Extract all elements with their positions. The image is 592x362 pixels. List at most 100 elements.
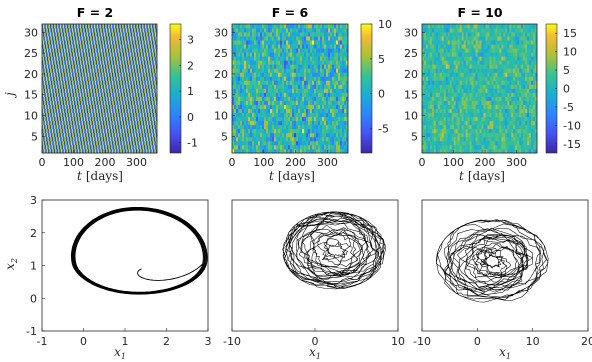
heatmap-cell <box>147 64 149 69</box>
heatmap-cell <box>121 48 123 53</box>
heatmap-cell <box>252 128 255 134</box>
heatmap-cell <box>296 76 299 81</box>
heatmap-cell <box>66 52 68 57</box>
heatmap-cell <box>88 84 90 89</box>
heatmap-cell <box>258 140 261 146</box>
heatmap-cell <box>141 80 143 85</box>
heatmap-cell <box>86 56 88 61</box>
heatmap-cell <box>126 96 128 101</box>
heatmap-cell <box>316 80 319 85</box>
heatmap-cell <box>248 148 251 154</box>
heatmap-cell <box>300 120 303 126</box>
heatmap-cell <box>274 120 277 126</box>
heatmap-cell <box>149 116 151 122</box>
heatmap-cell <box>65 120 67 126</box>
heatmap-cell <box>82 120 84 126</box>
heatmap-cell <box>139 100 141 105</box>
heatmap-cell <box>65 144 67 150</box>
heatmap-cell <box>64 64 66 69</box>
heatmap-cell <box>91 28 93 33</box>
heatmap-cell <box>98 64 100 69</box>
heatmap-cell <box>134 136 136 142</box>
heatmap-cell <box>100 48 102 53</box>
heatmap-cell <box>63 104 65 110</box>
heatmap-cell <box>248 104 251 110</box>
heatmap-cell <box>300 116 303 122</box>
heatmap-cell <box>96 112 98 118</box>
heatmap-cell <box>92 40 94 45</box>
heatmap-cell <box>262 72 265 77</box>
heatmap-cell <box>146 136 148 142</box>
heatmap-cell <box>128 140 130 146</box>
heatmap-cell <box>148 72 150 77</box>
heatmap-cell <box>155 120 157 126</box>
heatmap-cell <box>113 136 115 142</box>
heatmap-cell <box>88 76 90 81</box>
heatmap-cell <box>103 124 105 130</box>
heatmap-cell <box>147 92 149 97</box>
heatmap-cell <box>123 40 125 45</box>
heatmap-cell <box>292 144 295 150</box>
heatmap-cell <box>74 56 76 61</box>
heatmap-cell <box>42 84 44 89</box>
heatmap-cell <box>109 60 111 65</box>
heatmap-cell <box>52 40 54 45</box>
heatmap-cell <box>44 148 46 154</box>
heatmap-cell <box>90 136 92 142</box>
heatmap-cell <box>48 112 50 118</box>
heatmap-cell <box>66 96 68 101</box>
heatmap-cell <box>43 128 45 134</box>
heatmap-cell <box>262 112 265 118</box>
heatmap-cell <box>89 88 91 93</box>
heatmap-cell <box>290 84 293 89</box>
heatmap-cell <box>71 88 73 93</box>
heatmap-cell <box>56 92 58 97</box>
heatmap-cell <box>274 144 277 150</box>
heatmap-cell <box>63 96 65 101</box>
heatmap-cell <box>148 60 150 65</box>
heatmap-cell <box>43 48 45 53</box>
heatmap-cell <box>149 48 151 53</box>
heatmap-cell <box>248 116 251 122</box>
heatmap-cell <box>346 64 349 69</box>
heatmap-cell <box>110 116 112 122</box>
heatmap-cell <box>48 56 50 61</box>
heatmap-cell <box>47 84 49 89</box>
heatmap-cell <box>326 92 329 97</box>
heatmap-cell <box>152 32 154 37</box>
heatmap-cell <box>278 116 281 122</box>
heatmap-cell <box>296 100 299 105</box>
heatmap-cell <box>48 72 50 77</box>
heatmap-cell <box>43 96 45 101</box>
heatmap-cell <box>56 144 58 150</box>
heatmap-cell <box>148 112 150 118</box>
heatmap-cell <box>136 44 138 49</box>
heatmap-cell <box>95 48 97 53</box>
heatmap-cell <box>119 128 121 134</box>
heatmap-cell <box>332 112 335 118</box>
heatmap-cell <box>107 24 109 29</box>
heatmap-cell <box>123 140 125 146</box>
heatmap-cell <box>124 48 126 53</box>
heatmap-cell <box>54 124 56 130</box>
heatmap-cell <box>43 132 45 138</box>
heatmap-cell <box>310 84 313 89</box>
heatmap-cell <box>95 92 97 97</box>
heatmap-cell <box>232 80 235 85</box>
heatmap-cell <box>116 28 118 33</box>
heatmap-cell <box>280 132 283 138</box>
heatmap-cell <box>284 132 287 138</box>
heatmap-cell <box>154 144 156 150</box>
heatmap-cell <box>146 28 148 33</box>
heatmap-cell <box>290 140 293 146</box>
heatmap-cell <box>110 132 112 138</box>
heatmap-cell <box>104 132 106 138</box>
heatmap-cell <box>148 100 150 105</box>
heatmap-cell <box>332 76 335 81</box>
heatmap-cell <box>310 136 313 142</box>
heatmap-cell <box>66 120 68 126</box>
heatmap-cell <box>336 76 339 81</box>
heatmap-cell <box>70 140 72 146</box>
heatmap-cell <box>318 140 321 146</box>
heatmap-cell <box>85 108 87 114</box>
